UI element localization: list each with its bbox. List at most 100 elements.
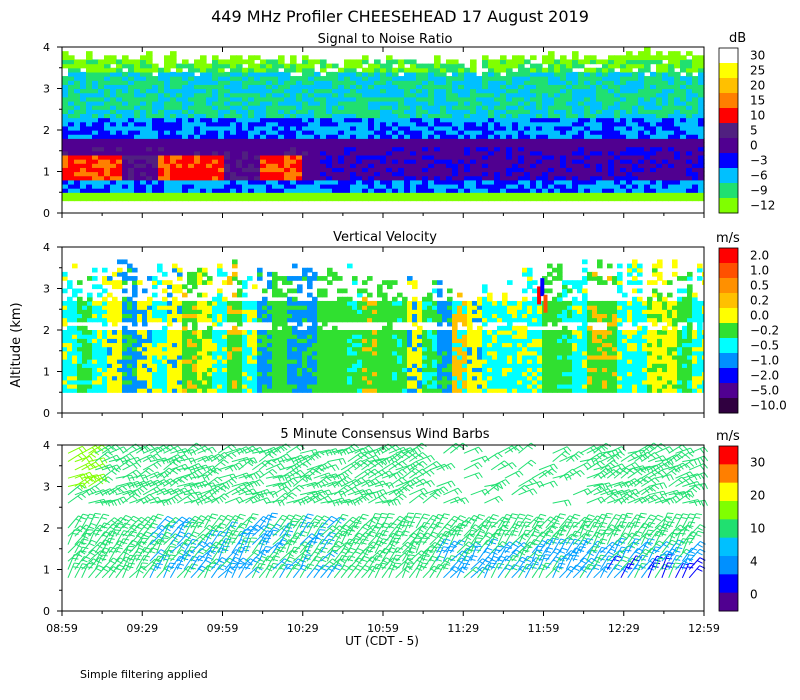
snr-cell [116,167,123,173]
snr-cell [350,67,357,73]
vv-cell [277,363,283,368]
snr-cell [590,105,597,110]
vv-cell [217,359,223,364]
vv-cell [302,363,308,368]
snr-cell [374,179,381,185]
snr-cell [254,117,261,123]
vv-cell [177,346,183,352]
snr-cell [548,183,555,189]
snr-cell [368,159,375,164]
vv-cell [137,342,143,348]
snr-cell [332,105,339,110]
snr-cell [500,183,507,189]
vv-cell [77,296,83,302]
snr-cell [92,67,99,73]
snr-cell [206,117,213,123]
vv-cell [322,367,328,373]
snr-cell [500,88,507,94]
snr-cell [62,100,69,106]
vv-cell [132,284,138,290]
snr-cell [542,67,549,73]
vv-cell [177,383,183,389]
vv-cell [307,359,313,364]
snr-cell [494,105,501,110]
snr-cell [266,134,273,139]
vv-cell [227,354,233,360]
snr-cell [218,96,225,102]
vv-cell [267,330,273,335]
snr-cell [650,117,657,123]
snr-cell [164,163,171,168]
vv-cell [167,284,173,290]
vv-cell [272,383,278,389]
snr-cell [500,171,507,177]
vv-cell [152,375,158,381]
snr-cell [272,109,279,114]
vv-cell [62,342,68,348]
vv-cell [302,267,308,273]
vv-cell [92,379,98,385]
vv-cell [207,346,213,352]
snr-cell [260,146,267,152]
vv-cell [322,363,328,368]
snr-cell [134,67,141,73]
snr-cell [164,63,171,69]
snr-cell [650,138,657,144]
snr-cell [284,125,291,131]
snr-cell [80,179,87,185]
snr-cell [566,109,573,114]
snr-cell [344,80,351,85]
snr-cell [332,71,339,77]
snr-cell [314,80,321,85]
snr-cell [350,196,357,202]
snr-cell [200,96,207,102]
snr-cell [182,59,189,65]
snr-cell [548,154,555,160]
snr-cell [404,142,411,148]
vv-cell [252,305,258,310]
vv-cell [152,346,158,352]
vv-cell [97,284,103,290]
vv-cell [112,354,118,360]
vv-cell [277,288,283,294]
snr-cell [116,109,123,114]
snr-cell [476,130,483,135]
snr-cell [152,163,159,168]
vv-cell [122,313,128,319]
snr-cell [374,130,381,135]
snr-cell [122,171,129,177]
vv-cell [287,313,293,319]
snr-cell [680,80,687,85]
snr-cell [458,76,465,81]
snr-cell [236,96,243,102]
snr-cell [140,146,147,152]
snr-cell [86,154,93,160]
vv-cell [212,309,218,314]
snr-cell [374,105,381,110]
snr-cell [500,92,507,98]
snr-cell [662,167,669,173]
snr-cell [656,113,663,119]
vv-cell [262,296,268,302]
vv-cell [132,317,138,323]
vv-cell [112,379,118,385]
vv-cell [262,350,268,356]
snr-cell [524,67,531,73]
snr-cell [650,192,657,197]
vv-cell [282,330,288,335]
vv-cell [297,346,303,352]
snr-cell [338,113,345,119]
snr-cell [290,109,297,114]
snr-cell [428,150,435,156]
snr-cell [452,76,459,81]
vv-cell [237,359,243,364]
snr-cell [218,100,225,106]
snr-cell [164,84,171,90]
snr-cell [404,105,411,110]
vv-cell [192,280,198,285]
snr-cell [320,88,327,94]
snr-cell [434,130,441,135]
snr-cell [668,84,675,90]
snr-cell [68,167,75,173]
snr-cell [266,138,273,144]
